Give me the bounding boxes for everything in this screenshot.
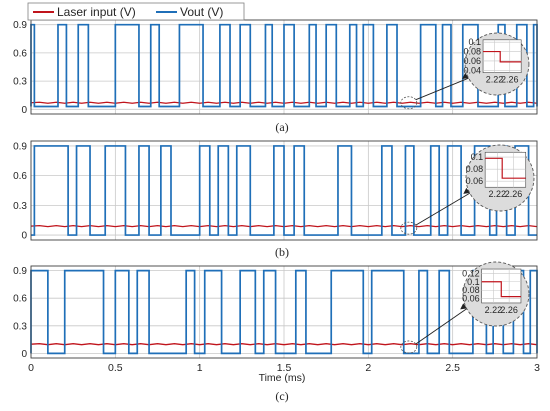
inset-y-tick-label: 0.1 xyxy=(467,277,480,287)
inset-x-tick-label: 2.26 xyxy=(500,305,518,315)
inset-laser-line xyxy=(483,50,522,63)
inset-laser-line xyxy=(481,281,521,298)
panel-b: 0 0.3 0.6 0.9 0.06 0.08 0.1 2.222.26 (b) xyxy=(13,140,538,259)
y-tick-label: 0.6 xyxy=(13,48,27,59)
inset-x-tick-label: 2.22 xyxy=(486,75,504,85)
y-tick-label: 0.3 xyxy=(13,201,27,212)
inset-y-tick-label: 0.04 xyxy=(464,65,482,75)
inset-x-tick-label: 2.22 xyxy=(489,189,507,199)
panel-c: 0 0.3 0.6 0.9 0 0.5 1 1.5 2 2.5 3 0.060.080.10.12 2.… xyxy=(13,261,540,403)
zoom-arrowhead xyxy=(460,303,468,310)
y-tick-label: 0 xyxy=(21,349,27,360)
x-tick-label: 1 xyxy=(197,362,203,374)
x-tick-label: 3 xyxy=(534,362,540,374)
panel-a: 0 0.3 0.6 0.9 0.040.060.080.1 2.222.26 (a) xyxy=(13,19,538,134)
inset-y-tick-label: 0.08 xyxy=(464,47,482,57)
plot-frame xyxy=(30,265,538,359)
inset-laser-line xyxy=(485,157,526,179)
panel-caption: (b) xyxy=(275,245,289,259)
x-axis-label: Time (ms) xyxy=(259,372,306,384)
zoom-arrowhead xyxy=(463,187,471,194)
panels: 00.30.60.90.040.060.080.12.222.26(a)00.3… xyxy=(13,19,540,403)
zoom-arrow xyxy=(415,192,471,226)
inset-y-tick-label: 0.08 xyxy=(466,164,484,174)
y-tick-label: 0.3 xyxy=(13,321,27,332)
inset-y-tick-label: 0.08 xyxy=(462,285,480,295)
zoom-arrow xyxy=(415,77,470,101)
y-tick-label: 0 xyxy=(21,231,27,242)
y-tick-label: 0.3 xyxy=(13,77,27,88)
zoom-marker xyxy=(400,340,418,354)
vout-line xyxy=(30,269,538,355)
y-tick-label: 0 xyxy=(21,105,27,116)
zoom-arrow xyxy=(415,308,468,345)
inset-y-tick-label: 0.06 xyxy=(466,176,484,186)
y-tick-label: 0.9 xyxy=(13,20,27,31)
zoom-arrowhead xyxy=(462,72,470,79)
inset-y-tick-label: 0.12 xyxy=(462,268,480,278)
inset-y-tick-label: 0.1 xyxy=(471,152,484,162)
zoom-marker xyxy=(400,96,418,110)
x-tick-label: 2 xyxy=(365,362,371,374)
panel-caption: (a) xyxy=(275,120,288,134)
x-tick-label: 0 xyxy=(28,362,34,374)
inset-plot-area xyxy=(482,39,522,73)
y-tick-label: 0.6 xyxy=(13,171,27,182)
y-tick-label: 0.6 xyxy=(13,294,27,305)
legend-label-laser: Laser input (V) xyxy=(57,5,136,19)
inset-plot-area xyxy=(484,151,527,188)
legend-box xyxy=(27,2,245,21)
x-tick-label: 2.5 xyxy=(445,362,460,374)
plot-frame xyxy=(30,140,538,241)
y-tick-label: 0.9 xyxy=(13,266,27,277)
x-tick-label: 1.5 xyxy=(277,362,292,374)
plot-frame xyxy=(30,19,538,115)
vout-line xyxy=(30,23,538,108)
inset-x-tick-label: 2.26 xyxy=(505,189,523,199)
legend: Laser input (V) Vout (V) xyxy=(27,2,245,21)
zoom-marker xyxy=(400,221,418,235)
x-tick-label: 0.5 xyxy=(108,362,123,374)
inset-y-tick-label: 0.06 xyxy=(464,56,482,66)
legend-label-vout: Vout (V) xyxy=(180,5,223,19)
inset-y-tick-label: 0.06 xyxy=(462,294,480,304)
inset-y-tick-label: 0.1 xyxy=(469,37,482,47)
y-tick-label: 0.9 xyxy=(13,141,27,152)
vout-line xyxy=(31,145,537,236)
inset-x-tick-label: 2.22 xyxy=(485,305,503,315)
panel-caption: (c) xyxy=(275,389,288,403)
inset-x-tick-label: 2.26 xyxy=(501,75,519,85)
